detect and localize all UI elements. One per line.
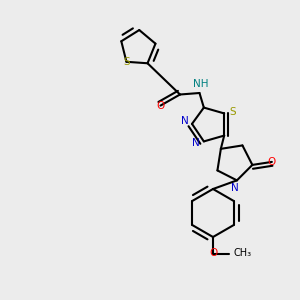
Text: N: N — [193, 138, 200, 148]
Text: O: O — [209, 248, 217, 259]
Text: S: S — [229, 107, 236, 117]
Text: CH₃: CH₃ — [233, 248, 251, 259]
Text: N: N — [181, 116, 188, 127]
Text: O: O — [156, 100, 165, 111]
Text: NH: NH — [193, 79, 209, 89]
Text: O: O — [268, 157, 276, 167]
Text: N: N — [231, 183, 239, 193]
Text: S: S — [123, 57, 130, 67]
